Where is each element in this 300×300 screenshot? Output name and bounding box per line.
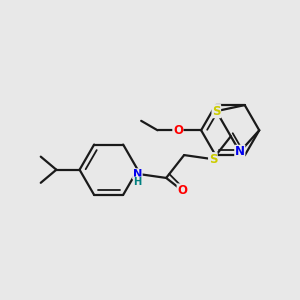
Text: N: N — [235, 146, 245, 158]
Text: O: O — [173, 124, 183, 137]
Text: N: N — [133, 169, 142, 179]
Text: H: H — [133, 177, 142, 187]
Text: S: S — [208, 153, 217, 166]
Text: O: O — [177, 184, 187, 197]
Text: S: S — [212, 105, 220, 118]
